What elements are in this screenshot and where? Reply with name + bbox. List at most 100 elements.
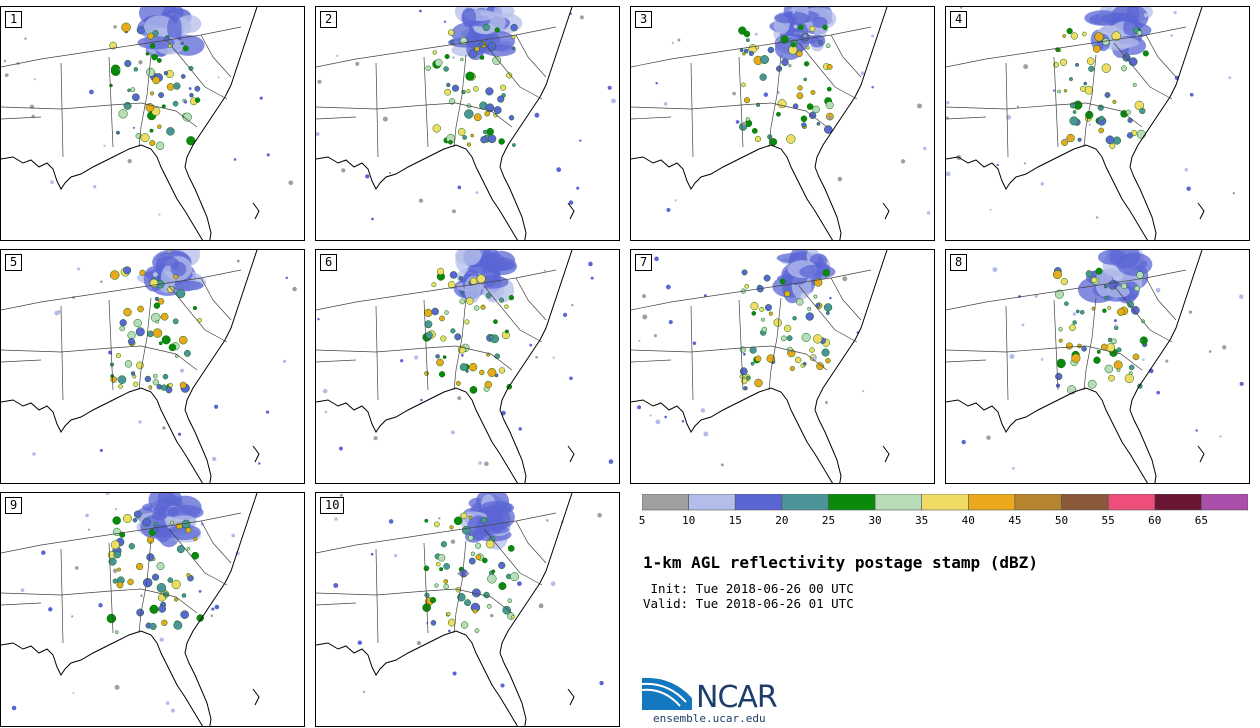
convective-cell bbox=[186, 573, 191, 578]
convective-cell bbox=[800, 115, 808, 123]
convective-cell bbox=[507, 545, 515, 552]
convective-cell bbox=[813, 294, 818, 299]
light-echo bbox=[837, 176, 843, 182]
convective-cell bbox=[1087, 379, 1097, 389]
light-echo bbox=[24, 37, 27, 40]
member-panel-2: 2 bbox=[315, 6, 620, 241]
convective-cell bbox=[1075, 62, 1079, 67]
convective-cell bbox=[453, 516, 463, 526]
convective-cell bbox=[1072, 320, 1077, 325]
convective-cell bbox=[149, 278, 159, 288]
coastline bbox=[946, 7, 1203, 240]
colorbar-swatch bbox=[781, 494, 829, 511]
echo-area bbox=[144, 15, 176, 39]
convective-cell bbox=[809, 25, 816, 32]
convective-cell bbox=[152, 526, 159, 533]
convective-cell bbox=[1068, 77, 1073, 82]
convective-cell bbox=[1059, 58, 1068, 66]
member-label: 6 bbox=[320, 254, 338, 271]
convective-cell bbox=[1104, 295, 1108, 300]
coastline bbox=[1, 493, 258, 726]
light-echo bbox=[452, 56, 456, 59]
colorbar-tick-label: 5 bbox=[638, 514, 646, 527]
convective-cell bbox=[469, 277, 478, 285]
convective-cell bbox=[186, 546, 191, 551]
state-border bbox=[375, 62, 379, 158]
light-echo bbox=[198, 589, 202, 593]
light-echo bbox=[788, 63, 792, 68]
island-outline bbox=[567, 445, 575, 463]
state-border bbox=[453, 297, 467, 391]
convective-cell bbox=[461, 525, 471, 535]
convective-cell bbox=[1112, 136, 1122, 145]
light-echo bbox=[653, 334, 658, 338]
valid-time: Valid: Tue 2018-06-26 01 UTC bbox=[643, 596, 854, 611]
convective-cell bbox=[801, 332, 811, 342]
light-echo bbox=[165, 701, 170, 705]
convective-cell bbox=[152, 573, 160, 581]
convective-cell bbox=[182, 45, 189, 52]
convective-cell bbox=[1139, 338, 1144, 343]
convective-cell bbox=[508, 294, 515, 301]
init-time: Init: Tue 2018-06-26 00 UTC bbox=[643, 581, 854, 596]
convective-cell bbox=[176, 545, 185, 554]
light-echo bbox=[50, 180, 54, 184]
light-echo bbox=[860, 71, 865, 76]
light-echo bbox=[1222, 345, 1227, 350]
convective-cell bbox=[468, 362, 478, 372]
convective-cell bbox=[825, 357, 831, 364]
light-echo bbox=[568, 200, 574, 205]
convective-cell bbox=[479, 369, 485, 376]
light-echo bbox=[946, 100, 950, 105]
convective-cell bbox=[160, 312, 169, 321]
light-echo bbox=[654, 256, 659, 262]
light-echo bbox=[546, 519, 549, 522]
light-echo bbox=[382, 116, 388, 122]
echo-area bbox=[461, 7, 477, 28]
echo-area bbox=[1095, 269, 1113, 297]
state-border bbox=[631, 102, 772, 110]
light-echo bbox=[666, 207, 671, 213]
state-border bbox=[455, 102, 513, 128]
convective-cell bbox=[502, 605, 511, 615]
light-echo bbox=[450, 430, 455, 435]
convective-cell bbox=[1122, 55, 1129, 62]
light-echo bbox=[579, 15, 584, 20]
convective-cell bbox=[460, 621, 469, 629]
light-echo bbox=[590, 276, 594, 280]
convective-cell bbox=[149, 604, 159, 614]
colorbar-tick-label: 45 bbox=[1008, 514, 1022, 527]
state-border bbox=[738, 299, 744, 391]
convective-cell bbox=[147, 330, 154, 338]
state-border bbox=[631, 359, 672, 363]
light-echo bbox=[334, 517, 338, 521]
convective-cell bbox=[133, 510, 142, 519]
light-echo bbox=[461, 354, 464, 357]
light-echo bbox=[114, 684, 120, 690]
light-echo bbox=[518, 427, 522, 431]
light-echo bbox=[703, 294, 707, 298]
convective-cell bbox=[185, 527, 192, 534]
convective-cell bbox=[1069, 324, 1076, 332]
light-echo bbox=[443, 20, 447, 23]
light-echo bbox=[608, 459, 614, 464]
colorbar-swatch bbox=[1107, 494, 1156, 511]
light-echo bbox=[1228, 76, 1232, 80]
convective-cell bbox=[482, 129, 488, 135]
light-echo bbox=[116, 377, 119, 381]
light-echo bbox=[900, 159, 906, 164]
island-outline bbox=[1197, 202, 1205, 220]
reflectivity-map bbox=[1, 493, 260, 726]
light-echo bbox=[793, 24, 798, 29]
state-border bbox=[453, 54, 467, 148]
light-echo bbox=[543, 269, 547, 273]
convective-cell bbox=[1108, 374, 1115, 382]
convective-cell bbox=[464, 599, 471, 607]
light-echo bbox=[1142, 358, 1145, 362]
convective-cell bbox=[475, 542, 482, 549]
light-echo bbox=[1016, 105, 1020, 108]
echo-area bbox=[1116, 252, 1153, 277]
colorbar-tick-label: 55 bbox=[1101, 514, 1115, 527]
convective-cell bbox=[1127, 117, 1133, 123]
convective-cell bbox=[118, 384, 123, 389]
